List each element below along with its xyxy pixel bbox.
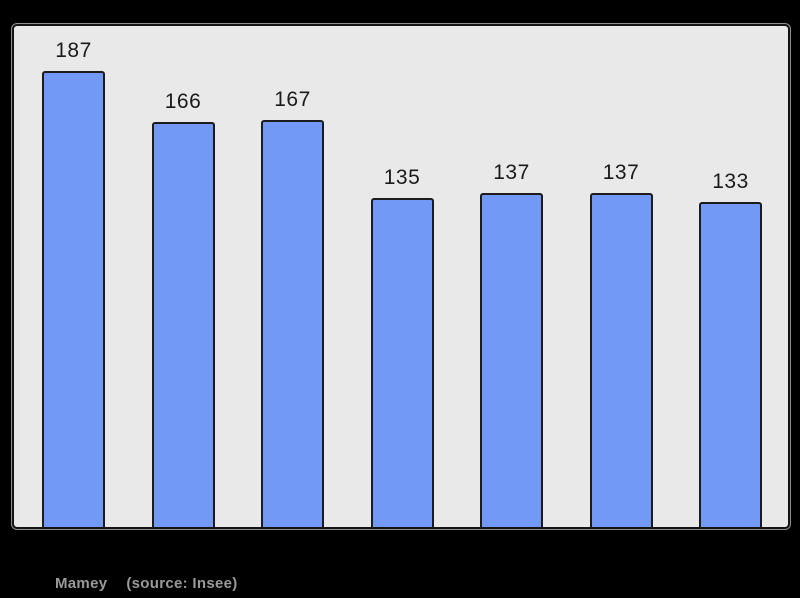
bar-value-label: 167	[274, 88, 311, 111]
bar	[480, 193, 543, 527]
bar	[151, 122, 215, 527]
bar	[370, 198, 434, 527]
bar	[699, 202, 762, 527]
commune-name-label: Mamey	[55, 575, 108, 592]
chart-caption: Mamey (source: Insee)	[55, 575, 238, 592]
bar-value-label: 187	[55, 39, 92, 62]
plot-area: 187 166 167 135 137 137 133	[12, 24, 790, 529]
bar	[261, 120, 324, 527]
bar-value-label: 166	[164, 90, 202, 113]
bar-value-label: 135	[383, 166, 421, 189]
bar-value-label: 137	[493, 161, 530, 184]
bar-value-label: 133	[712, 170, 749, 193]
bar	[589, 193, 653, 527]
source-label: (source: Insee)	[126, 575, 238, 592]
bar	[42, 71, 105, 527]
bar-value-label: 137	[602, 161, 640, 184]
